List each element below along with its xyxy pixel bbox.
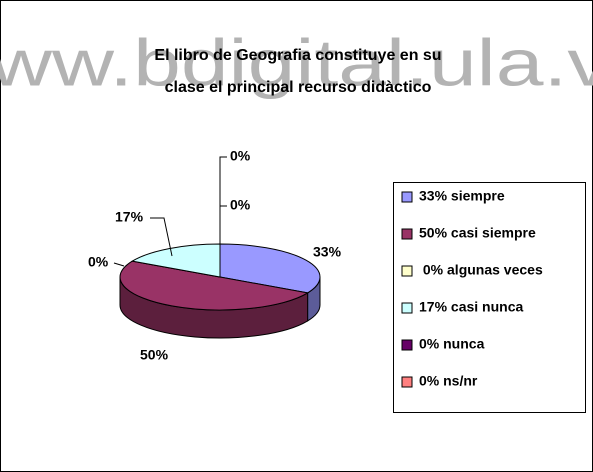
chart-title: clase el principal recurso didàctico — [165, 79, 432, 96]
legend-swatch — [401, 228, 413, 240]
leader-line — [150, 217, 173, 257]
data-label: 17% — [115, 209, 144, 225]
data-label: 0% — [230, 197, 251, 213]
legend-label: 33% siempre — [419, 188, 505, 204]
legend-label: 50% casi siempre — [419, 225, 536, 241]
legend-label: 0% ns/nr — [419, 373, 478, 389]
legend-swatch — [401, 302, 413, 314]
data-label: 0% — [230, 148, 251, 164]
legend-label: 0% nunca — [419, 336, 485, 352]
data-label: 0% — [88, 254, 109, 270]
legend-swatch — [401, 191, 413, 203]
pie — [119, 243, 321, 339]
legend-swatch — [401, 265, 413, 277]
chart-title: El libro de Geografia constituye en su — [154, 47, 441, 64]
watermark: www.bdigital.ula.ve — [0, 25, 593, 99]
legend-swatch — [401, 376, 413, 388]
legend-label: 0% algunas veces — [419, 262, 543, 278]
leader-line — [219, 156, 227, 253]
data-label: 33% — [313, 244, 342, 260]
data-label: 50% — [140, 347, 169, 363]
pie-slice — [119, 260, 310, 311]
legend-label: 17% casi nunca — [419, 299, 523, 315]
pie-slice — [130, 243, 221, 278]
leader-line — [113, 262, 125, 267]
legend-box — [393, 182, 586, 413]
pie-slice — [219, 243, 321, 294]
legend-swatch — [401, 339, 413, 351]
